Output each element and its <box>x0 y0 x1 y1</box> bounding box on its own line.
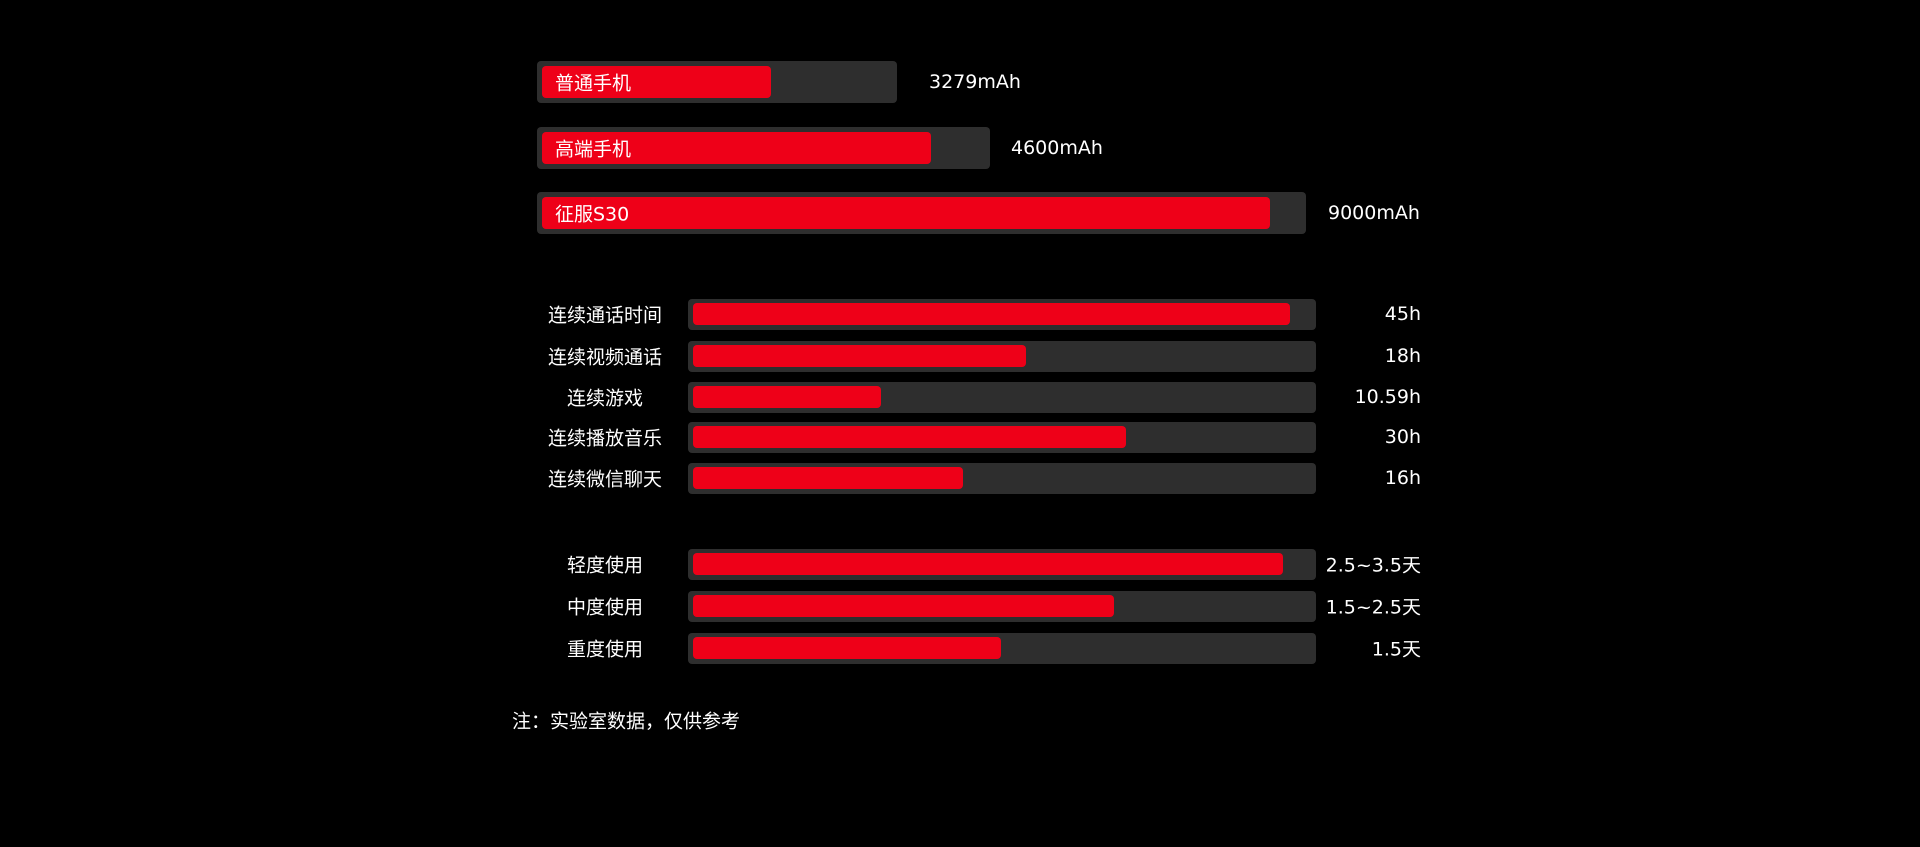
row-label: 连续游戏 <box>566 387 643 410</box>
bar-track <box>688 422 1316 453</box>
row-label: 连续微信聊天 <box>547 468 662 491</box>
bar-label: 征服S30 <box>555 203 630 226</box>
bar-label: 普通手机 <box>555 72 632 95</box>
bar-fill <box>693 426 1127 448</box>
bar-value-label: 10.59h <box>1354 386 1421 408</box>
footnote: 注：实验室数据，仅供参考 <box>512 710 741 733</box>
bar-label: 高端手机 <box>555 138 632 161</box>
bar-value-label: 45h <box>1384 303 1421 325</box>
bar-value-label: 16h <box>1384 467 1421 489</box>
bar-track <box>688 591 1316 622</box>
bar-track: 普通手机 <box>537 61 897 103</box>
bar-fill: 征服S30 <box>542 197 1270 229</box>
bar-track: 征服S30 <box>537 192 1306 234</box>
bar-fill <box>693 467 964 489</box>
bar-fill <box>693 637 1001 659</box>
row-label: 连续播放音乐 <box>547 427 662 450</box>
bar-track <box>688 299 1316 330</box>
bar-fill <box>693 553 1284 575</box>
row-label: 连续视频通话 <box>547 346 662 369</box>
bar-fill: 普通手机 <box>542 66 771 98</box>
bar-fill <box>693 386 882 408</box>
bar-track <box>688 549 1316 580</box>
row-label: 连续通话时间 <box>547 304 662 327</box>
bar-value-label: 9000mAh <box>1328 202 1420 224</box>
bar-value-label: 2.5~3.5天 <box>1325 554 1421 577</box>
bar-value-label: 30h <box>1384 426 1421 448</box>
row-label: 中度使用 <box>566 596 643 619</box>
row-label: 重度使用 <box>566 638 643 661</box>
bar-value-label: 3279mAh <box>929 71 1021 93</box>
bar-value-label: 18h <box>1384 345 1421 367</box>
bar-track <box>688 341 1316 372</box>
bar-fill <box>693 595 1114 617</box>
bar-track <box>688 633 1316 664</box>
bar-track <box>688 382 1316 413</box>
bar-value-label: 1.5天 <box>1371 638 1421 661</box>
bar-fill: 高端手机 <box>542 132 932 164</box>
bar-fill <box>693 303 1290 325</box>
bar-track <box>688 463 1316 494</box>
row-label: 轻度使用 <box>566 554 643 577</box>
bar-fill <box>693 345 1026 367</box>
bar-value-label: 4600mAh <box>1011 137 1103 159</box>
bar-value-label: 1.5~2.5天 <box>1325 596 1421 619</box>
bar-track: 高端手机 <box>537 127 990 169</box>
